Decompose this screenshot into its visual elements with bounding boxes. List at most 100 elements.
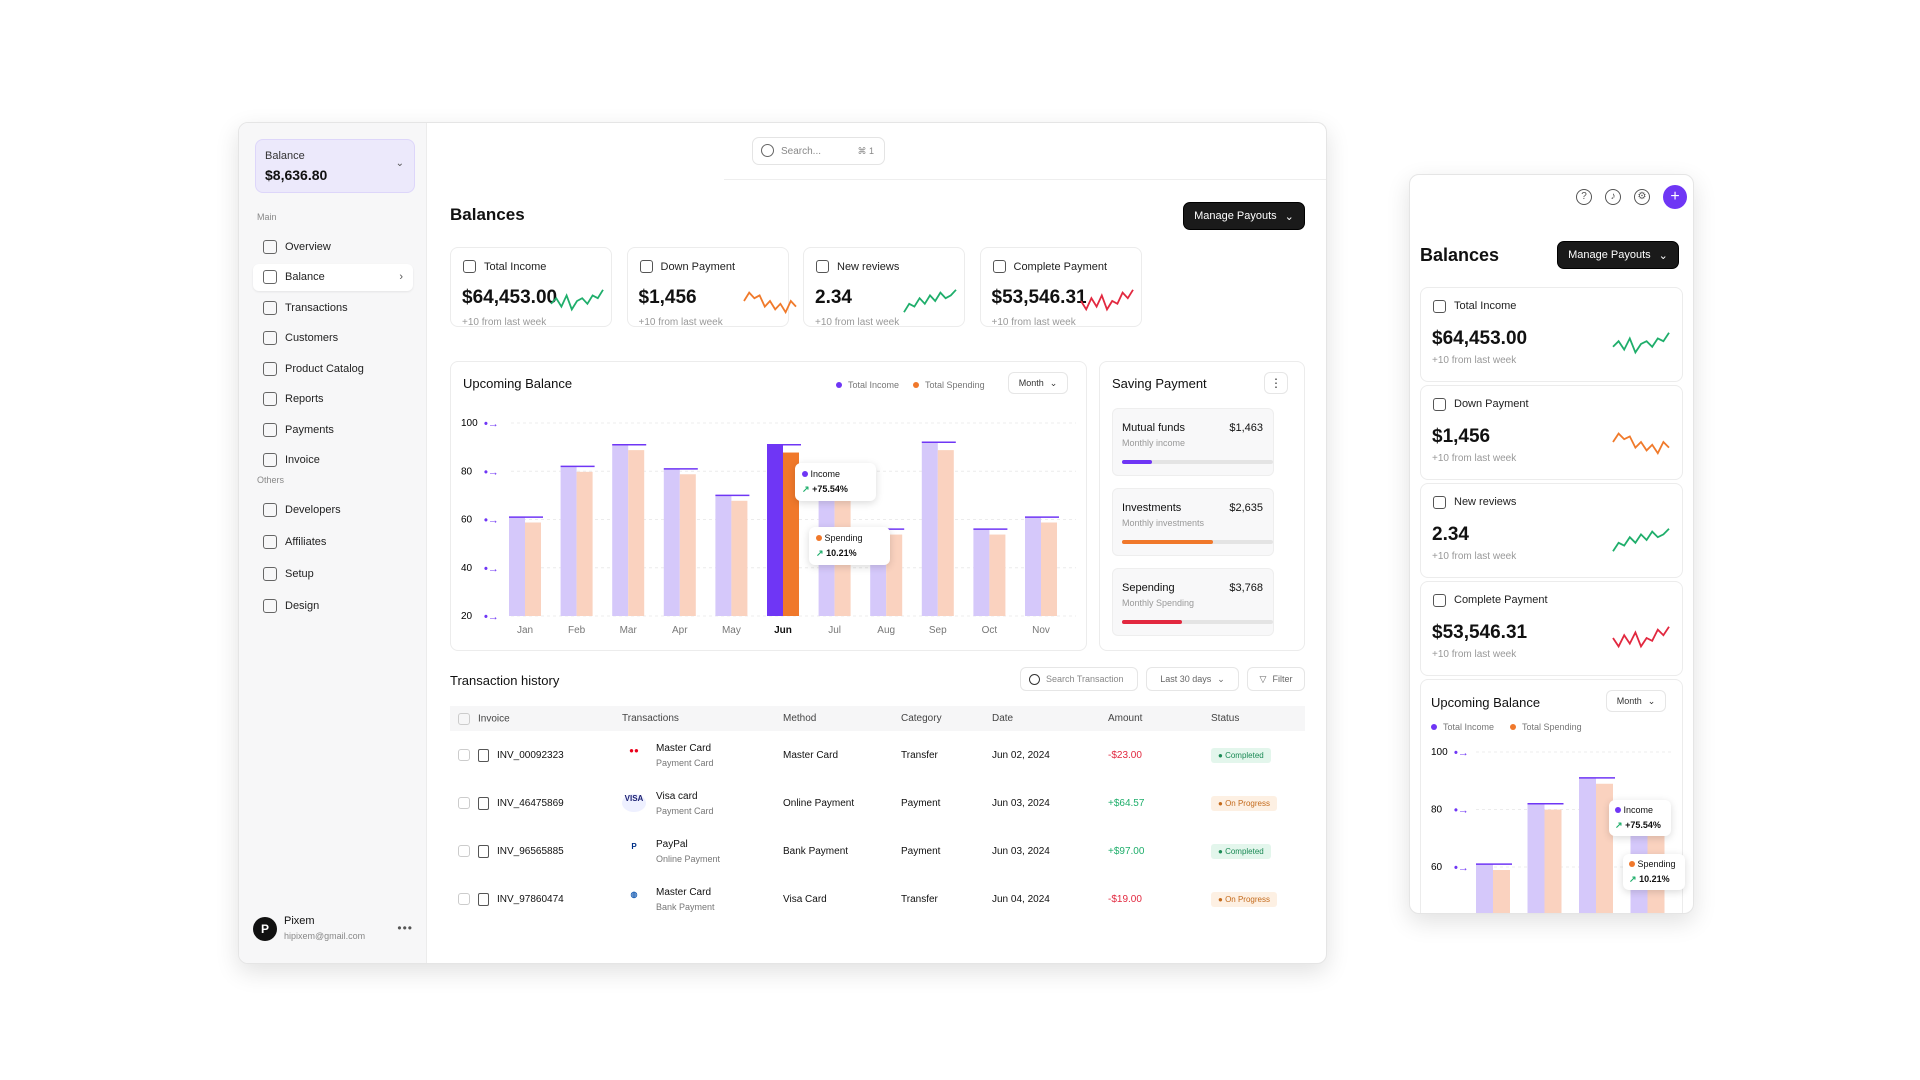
bar-income[interactable] (1025, 517, 1041, 616)
plus-icon[interactable]: + (1663, 185, 1687, 209)
manage-payouts-button[interactable]: Manage Payouts ⌄ (1183, 202, 1305, 230)
mobile-tooltip-income-label: Income (1623, 805, 1654, 815)
bar-spending[interactable] (576, 471, 593, 616)
period-select[interactable]: Month ⌄ (1008, 372, 1068, 394)
kpi-subtext: +10 from last week (1432, 551, 1517, 562)
mobile-period-select[interactable]: Month ⌄ (1606, 690, 1666, 712)
sidebar-item-setup[interactable]: Setup (253, 560, 413, 587)
bar-income[interactable] (1579, 777, 1596, 914)
bar-income[interactable] (663, 468, 680, 616)
status-label: Completed (1225, 750, 1264, 760)
bar-spending[interactable] (731, 500, 748, 616)
sidebar-item-payments[interactable]: Payments (253, 416, 413, 443)
sidebar-item-label: Product Catalog (285, 362, 364, 375)
row-checkbox[interactable] (458, 749, 470, 761)
row-checkbox[interactable] (458, 797, 470, 809)
saving-item-investments[interactable]: Investments Monthly investments $2,635 (1112, 488, 1274, 556)
more-options-icon[interactable]: ••• (397, 921, 413, 935)
transaction-search-input[interactable]: Search Transaction (1020, 667, 1138, 691)
kpi-card-new-reviews: New reviews 2.34 +10 from last week (803, 247, 965, 328)
gear-icon[interactable]: ⚙ (1634, 189, 1650, 205)
search-input[interactable]: Search... ⌘ 1 (752, 137, 885, 165)
cell-transaction: ●● Master Card Payment Card (622, 731, 783, 779)
bell-icon[interactable]: ♪ (1605, 189, 1621, 205)
sidebar-item-balance[interactable]: Balance › (253, 263, 413, 291)
sidebar-item-affiliates[interactable]: Affiliates (253, 528, 413, 555)
period-label: Month (1018, 378, 1044, 388)
cell-method: Bank Payment (783, 845, 849, 857)
status-dot: ● (1218, 846, 1226, 856)
bar-spending[interactable] (1041, 522, 1057, 617)
sidebar-item-developers[interactable]: Developers (253, 496, 413, 523)
bar-spending[interactable] (1544, 809, 1562, 914)
design-icon (263, 598, 277, 613)
help-icon[interactable]: ? (1576, 189, 1592, 205)
x-tick-label: Jun (774, 625, 792, 636)
trend-up-icon: ↗ (1615, 820, 1623, 830)
saving-item-value: $3,768 (1229, 582, 1263, 594)
filter-button[interactable]: ▽ Filter (1247, 667, 1305, 691)
transaction-table: Invoice Transactions Method Category Date Amo… (450, 706, 1305, 923)
bar-spending[interactable] (628, 450, 645, 616)
bar-spending[interactable] (886, 534, 903, 616)
user-profile[interactable]: P Pixem hipixem@gmail.com ••• (253, 915, 413, 947)
saving-item-mutual-funds[interactable]: Mutual funds Monthly income $1,463 (1112, 408, 1274, 476)
invoice-id: INV_00092323 (497, 749, 564, 761)
invoice-id: INV_46475869 (497, 797, 564, 809)
bar-income[interactable] (560, 466, 577, 616)
bar-spending[interactable] (525, 522, 541, 617)
cell-category: Transfer (901, 749, 938, 761)
avatar: P (253, 917, 277, 941)
bar-income[interactable] (612, 444, 629, 616)
bar-spending[interactable] (1596, 783, 1613, 914)
date-range-select[interactable]: Last 30 days ⌄ (1146, 667, 1239, 691)
sidebar-item-label: Affiliates (285, 535, 327, 548)
y-tick-label: 80 (461, 466, 473, 477)
x-tick-label: Apr (672, 625, 688, 636)
tooltip-spending-dot (816, 535, 822, 541)
bar-income[interactable] (1527, 803, 1545, 914)
sidebar-item-invoice[interactable]: Invoice (253, 447, 413, 474)
balance-switcher[interactable]: Balance $8,636.80 ⌄ (255, 139, 415, 193)
sidebar-item-product-catalog[interactable]: Product Catalog (253, 355, 413, 382)
bar-spending[interactable] (679, 474, 696, 616)
table-row[interactable]: INV_97860474 ◍ Master Card Bank Payment Visa… (450, 875, 1305, 923)
bar-income[interactable] (973, 529, 990, 616)
kpi-subtext: +10 from last week (1432, 355, 1517, 366)
bar-income[interactable] (1476, 864, 1493, 914)
cell-date: Jun 02, 2024 (992, 749, 1050, 761)
bar-spending[interactable] (1493, 870, 1510, 914)
y-axis-marker-icon: •→ (484, 515, 499, 527)
select-all-checkbox[interactable] (458, 712, 470, 725)
cell-transaction: VISA Visa card Payment Card (622, 779, 783, 827)
bar-spending[interactable] (989, 534, 1006, 616)
more-options-icon[interactable]: ⋮ (1264, 372, 1288, 394)
mobile-manage-payouts-button[interactable]: Manage Payouts ⌄ (1557, 241, 1679, 269)
sidebar-item-customers[interactable]: Customers (253, 325, 413, 352)
row-checkbox[interactable] (458, 845, 470, 857)
y-axis-marker-icon: •→ (484, 611, 499, 623)
column-header-status: Status (1211, 706, 1305, 731)
bar-income[interactable] (509, 517, 525, 616)
bar-income[interactable] (767, 444, 783, 616)
sidebar-item-overview[interactable]: Overview (253, 233, 413, 260)
saving-item-sepending[interactable]: Sepending Monthly Spending $3,768 (1112, 568, 1274, 636)
bar-spending[interactable] (937, 450, 954, 616)
sidebar-item-transactions[interactable]: Transactions (253, 294, 413, 321)
page-title: Balances (450, 205, 525, 224)
bar-income[interactable] (921, 442, 938, 616)
kpi-card-total-income: Total Income $64,453.00 +10 from last week (450, 247, 612, 328)
row-checkbox[interactable] (458, 893, 470, 905)
invoice-id: INV_97860474 (497, 893, 564, 905)
table-row[interactable]: INV_00092323 ●● Master Card Payment Card Mas… (450, 731, 1305, 779)
bar-income[interactable] (715, 495, 732, 616)
kpi-subtext: +10 from last week (462, 317, 547, 328)
table-row[interactable]: INV_96565885 P PayPal Online Payment Bank Pa… (450, 827, 1305, 875)
sidebar-item-design[interactable]: Design (253, 592, 413, 619)
sidebar-item-reports[interactable]: Reports (253, 386, 413, 413)
table-row[interactable]: INV_46475869 VISA Visa card Payment Card Onl… (450, 779, 1305, 827)
user-email: hipixem@gmail.com (284, 931, 366, 941)
mobile-kpi-card-complete-payment: Complete Payment $53,546.31 +10 from last … (1420, 581, 1683, 676)
cell-method: Master Card (783, 749, 839, 761)
column-header-label: Method (783, 713, 817, 724)
